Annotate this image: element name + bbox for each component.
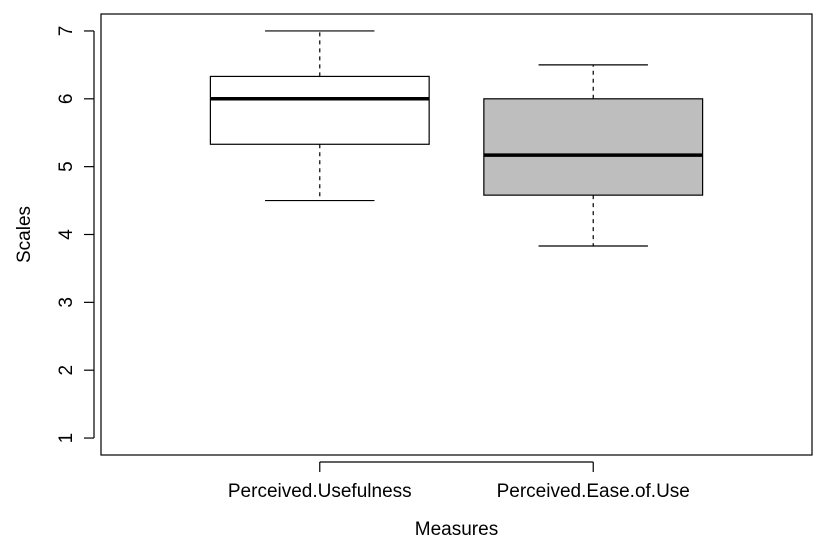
x-tick-label: Perceived.Ease.of.Use <box>497 481 690 502</box>
y-tick-label: 4 <box>56 229 77 240</box>
iqr-box <box>483 98 704 196</box>
x-axis: Perceived.Usefulness Perceived.Ease.of.Us… <box>228 461 690 502</box>
plot-frame <box>100 13 813 456</box>
boxes <box>209 30 704 247</box>
y-axis-title: Scales <box>14 206 35 263</box>
box-group <box>209 30 430 202</box>
x-axis-title: Measures <box>415 519 498 540</box>
iqr-box <box>209 75 430 145</box>
box-group <box>483 64 704 247</box>
y-tick-label: 1 <box>56 433 77 444</box>
y-tick-label: 2 <box>56 365 77 376</box>
y-tick-label: 3 <box>56 297 77 308</box>
y-tick-label: 7 <box>56 26 77 37</box>
y-axis: 1 2 3 4 5 6 7 <box>56 26 95 444</box>
y-tick-label: 6 <box>56 94 77 105</box>
y-tick-label: 5 <box>56 161 77 172</box>
x-tick-label: Perceived.Usefulness <box>228 481 412 502</box>
